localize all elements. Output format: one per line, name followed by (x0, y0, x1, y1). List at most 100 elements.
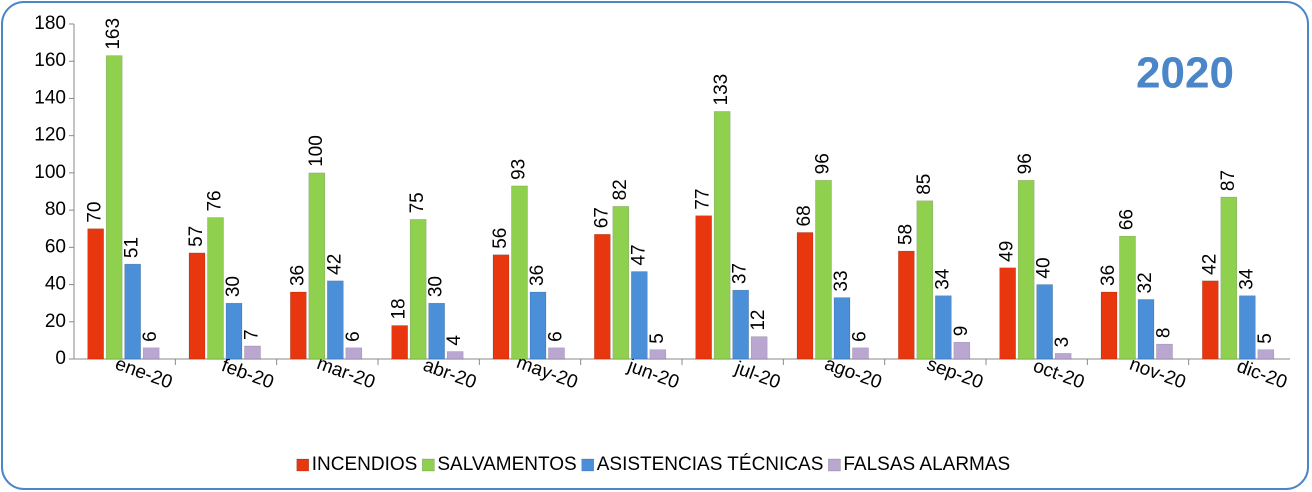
bar (142, 347, 160, 360)
data-label: 70 (85, 202, 106, 223)
y-tick-label: 180 (34, 13, 66, 34)
bar (852, 347, 869, 360)
bar (290, 291, 307, 360)
data-label: 6 (140, 331, 161, 342)
bar (1054, 353, 1072, 360)
bar (428, 302, 445, 360)
data-label: 77 (693, 189, 714, 210)
data-label: 58 (895, 224, 916, 245)
bar (244, 345, 261, 360)
bar (953, 342, 971, 360)
data-label: 85 (914, 174, 935, 195)
bar (796, 232, 814, 360)
bar (631, 271, 648, 360)
bar (225, 302, 243, 360)
data-label: 96 (813, 153, 834, 174)
y-tick-label: 60 (45, 236, 66, 257)
bar (207, 217, 224, 360)
data-label: 8 (1154, 328, 1175, 339)
data-label: 66 (1117, 209, 1138, 230)
data-label: 34 (1236, 268, 1257, 290)
data-label: 82 (610, 179, 631, 200)
bar (511, 185, 528, 360)
data-label: 67 (591, 207, 612, 228)
legend-swatch (296, 458, 310, 472)
bar (1036, 284, 1053, 360)
data-label: 133 (711, 74, 732, 106)
bar (713, 111, 731, 360)
data-label: 42 (324, 254, 345, 275)
data-label: 47 (628, 244, 649, 265)
legend-swatch (828, 458, 841, 472)
data-label: 57 (186, 226, 207, 247)
data-label: 163 (103, 18, 124, 50)
annotation: 2020 (1136, 49, 1234, 98)
legend-swatch (581, 458, 594, 472)
bar (1100, 291, 1118, 360)
data-label: 6 (343, 331, 364, 342)
bar (87, 228, 104, 360)
data-label: 49 (997, 241, 1018, 262)
y-tick-label: 120 (34, 125, 66, 146)
bar (446, 351, 464, 360)
data-label: 75 (407, 192, 428, 213)
bar (612, 206, 630, 360)
y-tick-label: 40 (45, 274, 66, 295)
data-label: 40 (1034, 257, 1055, 278)
data-label: 87 (1218, 170, 1239, 191)
bar (1137, 299, 1155, 360)
data-label: 42 (1199, 254, 1220, 275)
bar (1017, 180, 1035, 360)
bar (750, 336, 768, 360)
bar (1220, 196, 1238, 360)
legend-label: FALSAS ALARMAS (843, 454, 1010, 475)
bar (308, 172, 326, 360)
y-tick-label: 80 (45, 199, 66, 220)
data-label: 100 (306, 135, 327, 167)
bar (124, 263, 141, 360)
legend-swatch (422, 458, 435, 472)
y-tick-label: 140 (34, 87, 66, 108)
bar (529, 291, 547, 360)
y-tick-label: 0 (55, 348, 66, 369)
bar (649, 349, 667, 360)
data-label: 33 (831, 270, 852, 291)
bar (815, 180, 832, 360)
bar (935, 295, 952, 360)
data-label: 36 (287, 265, 308, 286)
data-label: 30 (426, 276, 447, 297)
y-tick-label: 160 (34, 50, 66, 71)
data-label: 34 (932, 268, 953, 290)
bar (594, 234, 611, 360)
data-label: 6 (546, 331, 567, 342)
data-label: 12 (748, 310, 769, 331)
data-label: 3 (1052, 337, 1073, 348)
bar (409, 219, 427, 360)
data-label: 30 (223, 276, 244, 297)
y-tick-label: 20 (45, 311, 66, 332)
data-label: 36 (527, 265, 548, 286)
data-label: 68 (794, 205, 815, 226)
bar (105, 55, 123, 360)
data-label: 51 (122, 237, 143, 258)
data-label: 56 (490, 228, 511, 249)
bar (327, 280, 344, 360)
bar (833, 297, 851, 360)
data-label: 4 (444, 335, 465, 346)
data-label: 32 (1135, 272, 1156, 293)
bar (492, 254, 510, 360)
legend-label: SALVAMENTOS (437, 454, 576, 475)
data-label: 76 (205, 190, 226, 211)
data-label: 5 (1255, 333, 1276, 344)
bar (345, 347, 363, 360)
data-label: 9 (951, 326, 972, 337)
bar (916, 200, 934, 360)
data-label: 5 (647, 333, 668, 344)
data-label: 6 (850, 331, 871, 342)
bar (999, 267, 1016, 360)
bar (1239, 295, 1256, 360)
data-label: 96 (1015, 153, 1036, 174)
